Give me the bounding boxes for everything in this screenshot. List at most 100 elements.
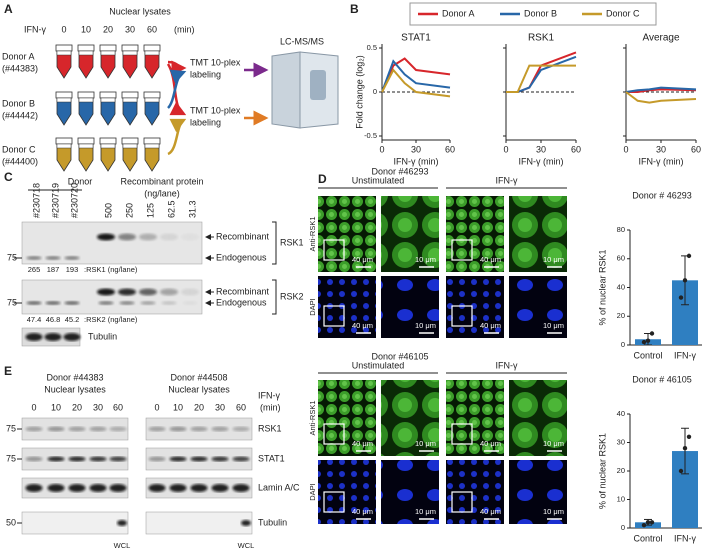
blot-band — [45, 256, 61, 260]
lane-label: #230719 — [50, 183, 60, 218]
bracket — [272, 279, 277, 315]
y-tick-label: 80 — [617, 225, 625, 234]
scale-label: 10 μm — [543, 321, 564, 330]
y-tick-label: 0 — [621, 523, 625, 532]
blot-band — [45, 301, 61, 305]
inset-box — [323, 239, 345, 261]
inset-box — [323, 491, 345, 513]
legend-label: Donor B — [524, 8, 557, 18]
tube-top — [122, 143, 138, 149]
scale-label: 40 μm — [352, 439, 373, 448]
panel-label: D — [318, 172, 327, 186]
blot-band — [119, 301, 135, 305]
blot-band — [118, 233, 136, 241]
blot-band — [241, 520, 251, 526]
data-point — [641, 522, 647, 528]
tube-cap — [99, 91, 117, 99]
x-tick-label: IFN-γ — [674, 350, 696, 360]
x-tick-label: IFN-γ — [674, 533, 696, 543]
series-line — [506, 64, 576, 93]
group-subtitle: Nuclear lysates — [44, 384, 106, 394]
mw-marker: 75 — [7, 252, 17, 262]
header: Nuclear lysates — [109, 6, 171, 16]
blot — [145, 511, 253, 535]
labeling-text: TMT 10-plex — [190, 105, 241, 115]
inset-box — [323, 423, 345, 445]
donor-name: Donor C — [2, 144, 36, 154]
x-axis-label: IFN-γ (min) — [519, 156, 564, 166]
blot-band — [47, 456, 65, 462]
arrow — [167, 60, 187, 76]
tube-top — [122, 50, 138, 56]
blot-band — [140, 301, 156, 305]
donor-id: (#44400) — [2, 156, 38, 166]
lane-label: 62.5 — [166, 200, 176, 218]
header: Donor — [68, 176, 93, 186]
donor-name: Donor B — [2, 98, 35, 108]
x-axis-label: IFN-γ (min) — [639, 156, 684, 166]
blot-band — [117, 520, 127, 526]
scale-label: 40 μm — [480, 439, 501, 448]
arrow — [167, 118, 187, 156]
blot-band — [148, 426, 166, 432]
data-point — [649, 520, 655, 525]
blot-band — [232, 426, 250, 432]
blot-band — [169, 426, 187, 432]
time-label: 0 — [61, 24, 66, 34]
lane-label: #230718 — [31, 183, 41, 218]
tube-cap — [77, 91, 95, 99]
panel-label: C — [4, 170, 13, 184]
micrograph — [446, 196, 504, 272]
chart-title: STAT1 — [401, 33, 431, 44]
blot-band — [47, 484, 65, 492]
amount: 265 — [28, 265, 41, 274]
mw-marker: 75 — [6, 453, 16, 463]
data-point — [678, 468, 684, 474]
time-label: 10 — [173, 402, 183, 412]
blot-band — [169, 484, 187, 492]
tube-top — [56, 97, 72, 103]
blot-band — [211, 484, 229, 492]
y-tick-label: 0.5 — [367, 43, 377, 52]
tube-cap — [55, 91, 73, 99]
y-axis-label: % of nuclear RSK1 — [597, 249, 607, 325]
blot-band — [25, 333, 43, 341]
series-line — [506, 51, 577, 93]
labeling-text: labeling — [190, 69, 221, 79]
inset-box — [451, 491, 473, 513]
amount-label: :RSK2 (ng/lane) — [84, 315, 138, 324]
time-label: 20 — [103, 24, 113, 34]
x-tick-label: Control — [633, 533, 662, 543]
scale-label: 10 μm — [415, 255, 436, 264]
lane-label: #230720 — [69, 183, 79, 218]
data-point — [686, 434, 692, 439]
scale-label: 40 μm — [480, 507, 501, 516]
blot-band — [161, 301, 177, 305]
chart-title: Donor # 46105 — [632, 374, 692, 384]
x-tick-label: 30 — [411, 144, 421, 154]
time-label: 0 — [154, 402, 159, 412]
tube-cap — [77, 137, 95, 145]
blot-band — [118, 288, 136, 296]
blot-band — [68, 426, 86, 432]
group-title: Donor #44508 — [170, 372, 227, 382]
blot-band — [98, 301, 114, 305]
blot-band — [26, 301, 42, 305]
scale-label: 40 μm — [352, 321, 373, 330]
y-tick-label: 20 — [617, 311, 625, 320]
condition-label: Unstimulated — [352, 175, 405, 185]
tube-top — [122, 97, 138, 103]
condition-label: IFN-γ — [496, 360, 518, 370]
instrument-label: LC-MS/MS — [280, 36, 324, 46]
blot-band — [169, 456, 187, 462]
tube-cap — [143, 44, 161, 52]
tube-cap — [99, 137, 117, 145]
mw-marker: 50 — [6, 517, 16, 527]
micrograph — [509, 460, 567, 524]
micrograph — [509, 196, 567, 272]
legend-label: Donor C — [606, 8, 640, 18]
legend-box — [409, 2, 657, 26]
amount: 47.4 — [27, 315, 42, 324]
tube-top — [144, 143, 160, 149]
